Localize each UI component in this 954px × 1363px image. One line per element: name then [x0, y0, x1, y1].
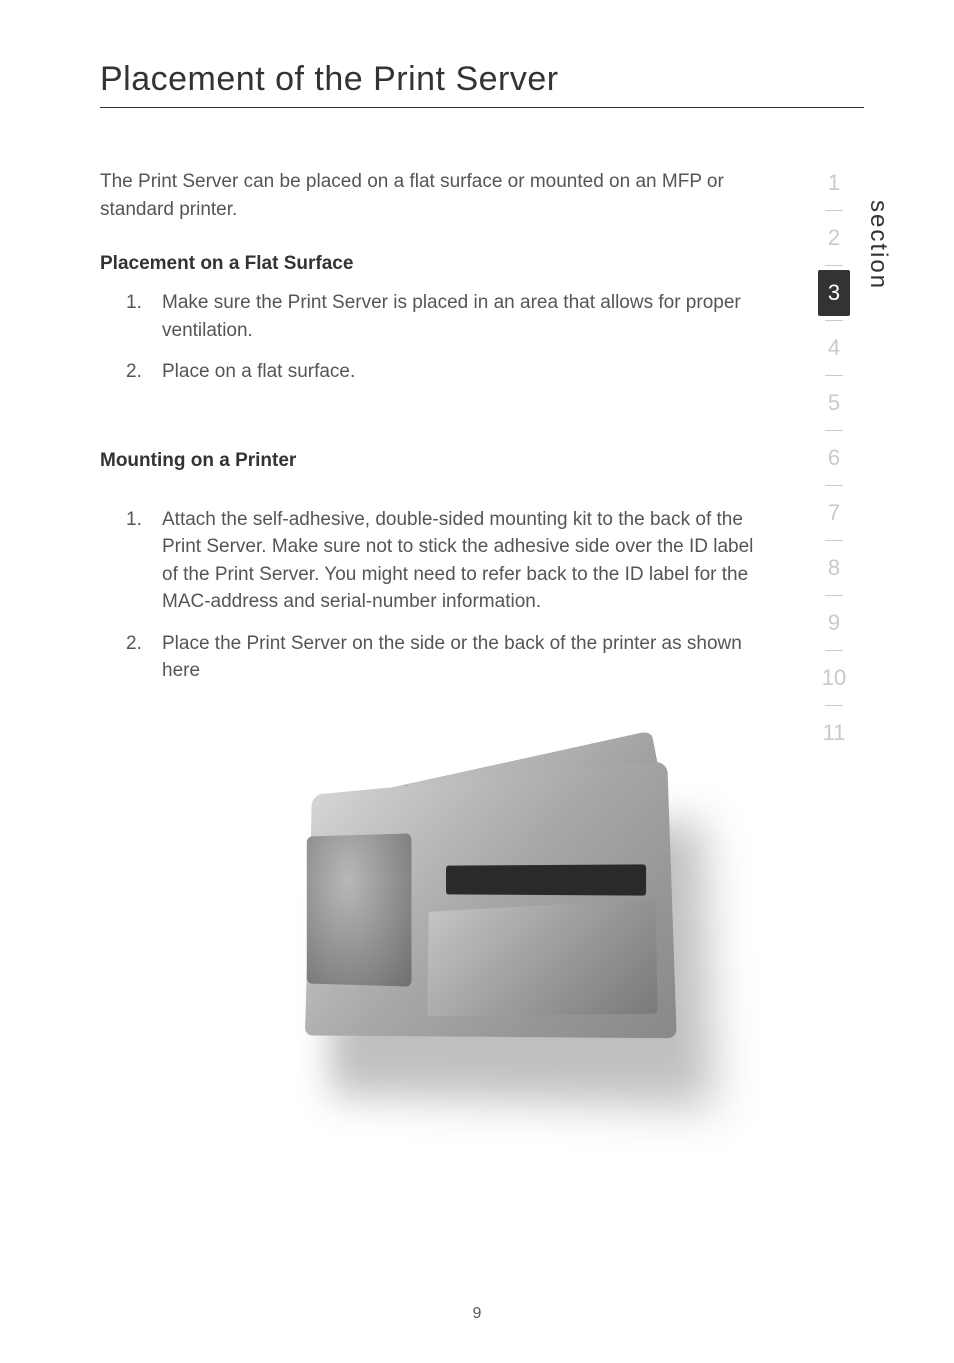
section-nav-3[interactable]: 3 [818, 270, 850, 316]
section-nav-2[interactable]: 2 [828, 215, 840, 261]
section-nav-6[interactable]: 6 [828, 435, 840, 481]
section-nav-5[interactable]: 5 [828, 380, 840, 426]
item-number: 2. [126, 630, 162, 685]
item-text: Attach the self-adhesive, double-sided m… [162, 506, 756, 616]
list-item: 1. Attach the self-adhesive, double-side… [126, 506, 756, 616]
section-numbers: 1 2 3 4 5 6 7 8 9 10 11 [814, 160, 854, 756]
printer-slot [446, 864, 646, 895]
section-nav: 1 2 3 4 5 6 7 8 9 10 11 section [814, 160, 892, 756]
item-number: 1. [126, 506, 162, 616]
page-number: 9 [0, 1305, 954, 1323]
item-text: Place the Print Server on the side or th… [162, 630, 756, 685]
section-nav-8[interactable]: 8 [828, 545, 840, 591]
title-rule [100, 107, 864, 108]
section-nav-10[interactable]: 10 [822, 655, 846, 701]
nav-sep [825, 320, 843, 321]
section-nav-7[interactable]: 7 [828, 490, 840, 536]
section1-list: 1. Make sure the Print Server is placed … [100, 289, 864, 386]
nav-sep [825, 430, 843, 431]
section2-list: 1. Attach the self-adhesive, double-side… [100, 506, 864, 685]
section-label: section [864, 200, 892, 290]
nav-sep [825, 485, 843, 486]
printer-figure [247, 735, 717, 1075]
nav-sep [825, 595, 843, 596]
nav-sep [825, 375, 843, 376]
item-text: Place on a flat surface. [162, 358, 756, 386]
section-nav-9[interactable]: 9 [828, 600, 840, 646]
nav-sep [825, 265, 843, 266]
page: Placement of the Print Server The Print … [0, 0, 954, 1363]
section-nav-11[interactable]: 11 [823, 710, 846, 756]
item-number: 2. [126, 358, 162, 386]
list-item: 2. Place on a flat surface. [126, 358, 756, 386]
section1-heading: Placement on a Flat Surface [100, 253, 864, 275]
intro-text: The Print Server can be placed on a flat… [100, 168, 750, 223]
printer-panel [307, 833, 412, 986]
section-nav-4[interactable]: 4 [828, 325, 840, 371]
nav-sep [825, 650, 843, 651]
item-text: Make sure the Print Server is placed in … [162, 289, 756, 344]
nav-sep [825, 210, 843, 211]
page-title: Placement of the Print Server [100, 60, 864, 99]
nav-sep [825, 705, 843, 706]
printer-tray [427, 899, 657, 1016]
item-number: 1. [126, 289, 162, 344]
section-nav-1[interactable]: 1 [828, 160, 840, 206]
list-item: 1. Make sure the Print Server is placed … [126, 289, 756, 344]
nav-sep [825, 540, 843, 541]
section2-heading: Mounting on a Printer [100, 450, 864, 472]
list-item: 2. Place the Print Server on the side or… [126, 630, 756, 685]
